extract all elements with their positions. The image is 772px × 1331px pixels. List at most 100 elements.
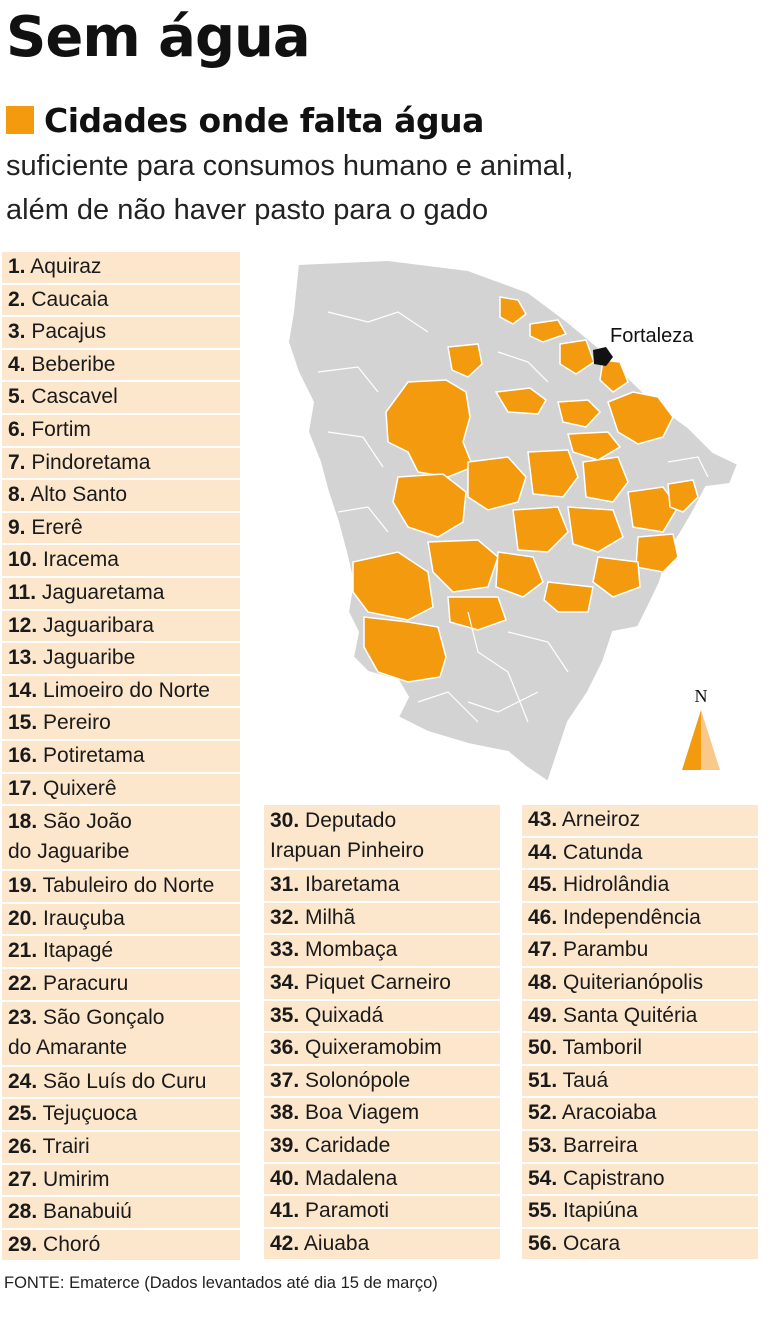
fortaleza-label: Fortaleza [610,325,694,347]
legend-label: Cidades onde falta água [44,100,484,140]
city-list-item: 15. Pereiro [2,708,240,739]
city-number: 31. [270,873,300,897]
city-name: Beberibe [31,352,116,376]
city-list-item: 24. São Luís do Curu [2,1066,240,1098]
city-list-item: 8. Alto Santo [2,480,240,511]
city-name: Capistrano [563,1166,665,1190]
city-name: Madalena [305,1166,398,1190]
city-number: 54. [528,1166,558,1190]
city-list-item: 38. Boa Viagem [264,1098,500,1129]
city-name: Tejuçuoca [42,1102,138,1126]
city-list-item: 48. Quiterianópolis [522,967,758,999]
city-number: 29. [8,1232,38,1256]
city-name: Jaguaretama [41,580,165,604]
city-number: 6. [8,417,26,441]
city-list-item: 45. Hidrolândia [522,870,758,901]
city-number: 5. [8,385,26,409]
city-number: 36. [270,1036,300,1060]
city-number: 12. [8,613,38,637]
city-name: Aquiraz [30,255,102,278]
compass-arrow-right [701,710,720,770]
city-name: Santa Quitéria [563,1003,698,1027]
city-name: Mombaça [305,938,398,962]
city-number: 23. [8,1005,38,1029]
city-number: 19. [8,874,38,898]
city-number: 27. [8,1167,38,1191]
ceara-map: Fortaleza N [286,258,740,784]
city-number: 25. [8,1102,38,1126]
city-list-item: 9. Ererê [2,512,240,544]
city-list-item: 29. Choró [2,1229,240,1261]
city-list-item: 14. Limoeiro do Norte [2,675,240,707]
city-number: 16. [8,743,38,767]
city-list-item: 16. Potiretama [2,740,240,772]
city-number: 40. [270,1166,300,1190]
city-number: 43. [528,808,558,831]
city-number: 2. [8,287,26,311]
municipality-borders [317,311,709,723]
city-number: 32. [270,905,300,929]
city-list-item: 37. Solonópole [264,1065,500,1097]
city-list-item: 19. Tabuleiro do Norte [2,871,240,902]
city-list-item: 50. Tamboril [522,1033,758,1064]
city-list-item: 27. Umirim [2,1164,240,1196]
city-list-item: 26. Trairi [2,1132,240,1163]
city-number: 46. [528,905,558,929]
city-list-item: 47. Parambu [522,935,758,966]
city-list-item: 10. Iracema [2,545,240,576]
city-name: Caucaia [31,287,109,311]
city-list-item: 32. Milhã [264,902,500,934]
city-list-item: 42. Aiuaba [264,1228,500,1260]
city-list-item: 21. Itapagé [2,936,240,968]
city-name: Quixerê [43,776,117,800]
compass-label: N [695,686,708,706]
city-number: 52. [528,1101,558,1125]
city-name: Itapagé [43,939,114,963]
city-list-item: 12. Jaguaribara [2,610,240,642]
city-number: 42. [270,1231,300,1255]
city-list-item: 41. Paramoti [264,1196,500,1227]
city-name: Milhã [305,905,356,929]
city-number: 26. [8,1135,38,1159]
city-name: Trairi [42,1135,90,1159]
city-name: Ibaretama [305,873,400,897]
affected-municipalities [352,296,699,683]
city-list-item: 5. Cascavel [2,382,240,413]
city-name-line-2: Irapuan Pinheiro [270,839,425,862]
city-name: Pindoretama [31,450,151,474]
city-number: 39. [270,1133,300,1157]
city-number: 9. [8,515,26,539]
city-number: 51. [528,1068,558,1092]
city-number: 4. [8,352,26,376]
description: suficiente para consumos humano e animal… [6,144,573,232]
city-number: 11. [8,580,37,604]
city-name: Pereiro [43,711,111,735]
city-list-item: 43. Arneiroz [522,805,758,836]
city-list-item: 31. Ibaretama [264,870,500,901]
city-name: Jaguaribara [43,613,154,637]
city-list-column-1: 1. Aquiraz 2. Caucaia 3. Pacajus 4. Beberib… [2,252,240,1262]
city-number: 17. [8,776,38,800]
city-list-item: 53. Barreira [522,1130,758,1162]
city-name: São Gonçalo [43,1005,165,1029]
city-name: Potiretama [43,743,145,767]
city-list-item: 4. Beberibe [2,349,240,381]
city-number: 38. [270,1101,300,1125]
city-number: 56. [528,1231,558,1255]
city-name: Caridade [305,1133,391,1157]
city-list-item: 55. Itapiúna [522,1196,758,1227]
city-number: 21. [8,939,38,963]
city-list-item: 23. São Gonçalo do Amarante [2,1001,240,1065]
city-name: Quiterianópolis [563,970,704,994]
city-list-item: 30. Deputado Irapuan Pinheiro [264,805,500,869]
city-number: 13. [8,646,38,670]
city-name: Deputado [305,809,397,832]
city-number: 35. [270,1003,300,1027]
city-name: Umirim [43,1167,110,1191]
city-number: 37. [270,1068,300,1092]
city-name: Itapiúna [563,1199,638,1223]
city-list-item: 54. Capistrano [522,1163,758,1195]
page-title: Sem água [6,5,311,70]
city-list-item: 13. Jaguaribe [2,643,240,674]
compass-arrow-left [682,710,701,770]
